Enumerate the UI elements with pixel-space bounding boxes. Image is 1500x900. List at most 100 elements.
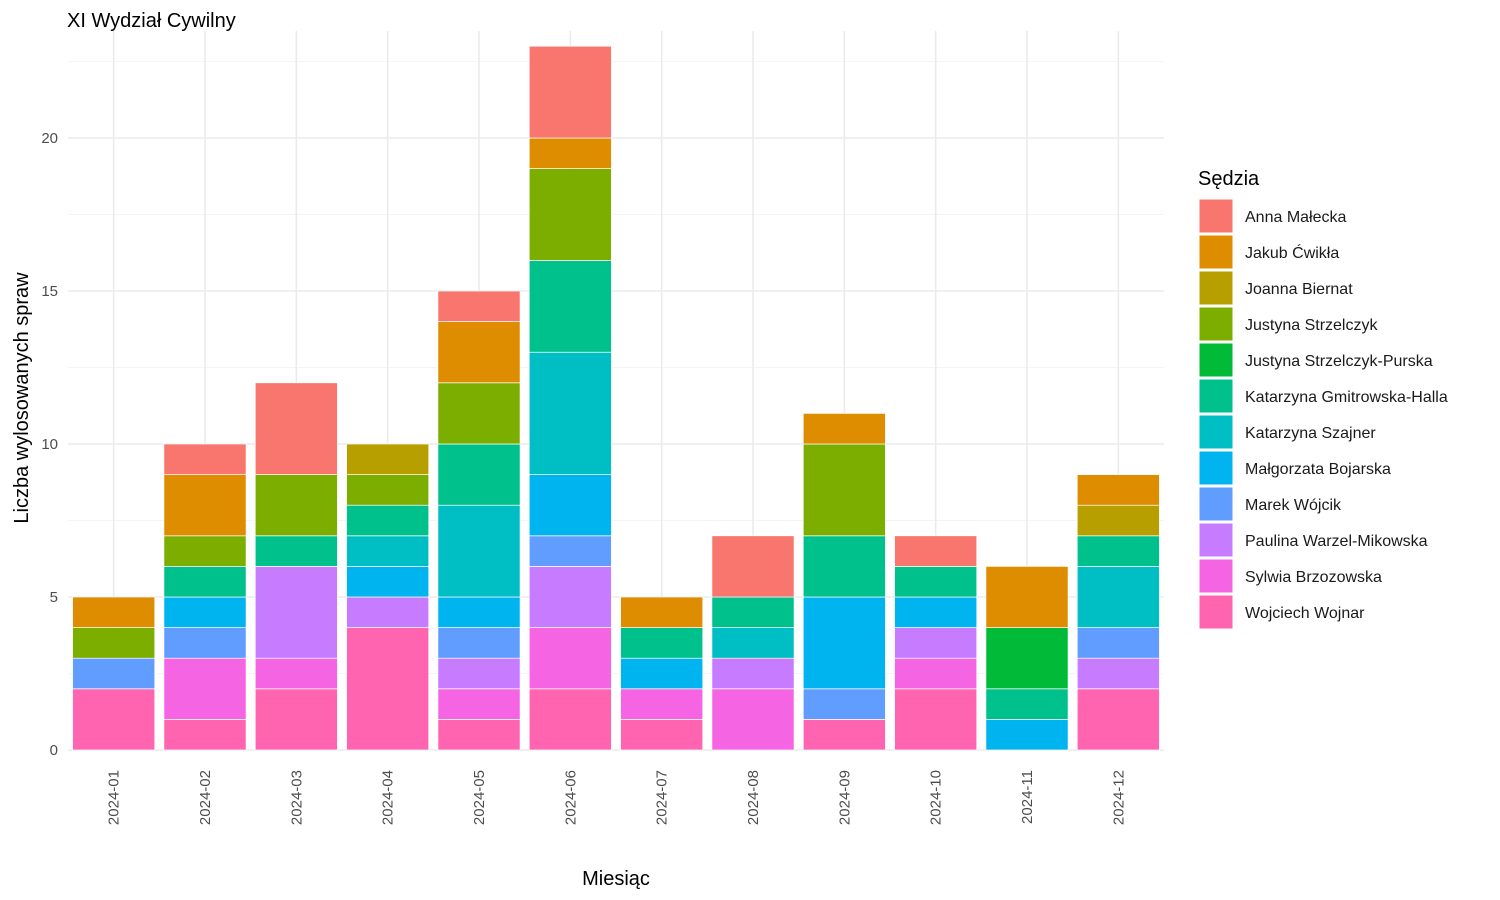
bar-segment: Wojciech Wojnar: 1 (802, 719, 886, 751)
bar-segment: Anna Małecka: 3 (528, 45, 612, 139)
bar-segment: Paulina Warzel-Mikowska: 3 (254, 566, 338, 659)
bar-segment: Justyna Strzelczyk: 1 (72, 627, 156, 659)
legend-title: Sędzia (1198, 168, 1260, 190)
x-tick-label: 2024-01 (106, 770, 123, 825)
bar-segment: Sylwia Brzozowska: 1 (894, 657, 978, 690)
bar-segment: Katarzyna Szajner: 3 (437, 504, 521, 598)
bar-segment: Małgorzata Bojarska: 1 (985, 719, 1069, 751)
y-axis-title: Liczba wylosowanych spraw (11, 272, 33, 524)
bar-segment: Małgorzata Bojarska: 2 (528, 474, 612, 537)
legend-key (1198, 594, 1234, 630)
x-tick-label: 2024-06 (562, 770, 579, 825)
y-tick-label: 15 (41, 283, 58, 300)
x-tick-label: 2024-11 (1019, 770, 1036, 824)
legend-label: Katarzyna Szajner (1245, 425, 1376, 442)
bar-segment: Sylwia Brzozowska: 2 (711, 688, 795, 751)
bar-segment: Katarzyna Szajner: 4 (528, 351, 612, 475)
legend-label: Joanna Biernat (1245, 281, 1353, 298)
bar-segment: Jakub Ćwikła: 2 (437, 321, 521, 384)
bar-segment: Anna Małecka: 1 (437, 290, 521, 322)
legend-label: Sylwia Brzozowska (1245, 569, 1382, 586)
legend-label: Jakub Ćwikła (1245, 243, 1339, 262)
bar-segment: Małgorzata Bojarska: 1 (163, 596, 247, 628)
bar-segment: Katarzyna Gmitrowska-Halla: 1 (985, 688, 1069, 720)
legend-key (1198, 522, 1234, 558)
bar-segment: Anna Małecka: 2 (711, 535, 795, 598)
y-tick-label: 10 (41, 436, 58, 453)
bar-segment: Justyna Strzelczyk: 2 (437, 382, 521, 445)
bar-segment: Wojciech Wojnar: 2 (1076, 688, 1160, 751)
legend-label: Wojciech Wojnar (1245, 605, 1365, 622)
legend-label: Małgorzata Bojarska (1245, 461, 1391, 478)
bar-segment: Jakub Ćwikła: 1 (528, 137, 612, 169)
legend-key (1198, 306, 1234, 342)
bar-segment: Sylwia Brzozowska: 1 (620, 688, 704, 720)
legend-key (1198, 378, 1234, 414)
bar-segment: Justyna Strzelczyk: 2 (254, 474, 338, 537)
bar-segment: Marek Wójcik: 1 (528, 535, 612, 567)
legend-label: Justyna Strzelczyk (1245, 317, 1378, 334)
bar-segment: Paulina Warzel-Mikowska: 1 (346, 596, 430, 628)
legend-label: Justyna Strzelczyk-Purska (1245, 353, 1433, 370)
bar-segment: Joanna Biernat: 1 (1076, 504, 1160, 537)
legend-key (1198, 414, 1234, 450)
bar-segment: Anna Małecka: 3 (254, 382, 338, 475)
legend-key (1198, 558, 1234, 594)
x-tick-label: 2024-09 (836, 770, 853, 825)
bar-segment: Jakub Ćwikła: 1 (620, 596, 704, 628)
legend-key (1198, 198, 1234, 234)
bar-segment: Justyna Strzelczyk: 3 (802, 443, 886, 537)
bar-segment: Katarzyna Gmitrowska-Halla: 2 (802, 535, 886, 598)
legend-label: Katarzyna Gmitrowska-Halla (1245, 389, 1448, 406)
bar-segment: Wojciech Wojnar: 1 (437, 719, 521, 751)
bar-segment: Jakub Ćwikła: 2 (163, 474, 247, 537)
bar-segment: Małgorzata Bojarska: 1 (437, 596, 521, 628)
bar-segment: Małgorzata Bojarska: 1 (620, 657, 704, 690)
bar-segment: Marek Wójcik: 1 (72, 657, 156, 690)
bar-segment: Wojciech Wojnar: 2 (72, 688, 156, 751)
legend-label: Anna Małecka (1245, 209, 1346, 226)
legend-key (1198, 486, 1234, 522)
bar-segment: Anna Małecka: 1 (894, 535, 978, 567)
bar-segment: Katarzyna Gmitrowska-Halla: 1 (1076, 535, 1160, 567)
x-tick-label: 2024-04 (380, 770, 397, 825)
bar-segment: Marek Wójcik: 1 (1076, 627, 1160, 659)
x-tick-label: 2024-10 (928, 770, 945, 825)
bar-segment: Katarzyna Szajner: 1 (346, 535, 430, 567)
bar-segment: Wojciech Wojnar: 2 (254, 688, 338, 751)
x-tick-label: 2024-05 (471, 770, 488, 825)
bar-segment: Wojciech Wojnar: 4 (346, 627, 430, 751)
bar-segment: Katarzyna Gmitrowska-Halla: 3 (528, 260, 612, 353)
bar-segment: Paulina Warzel-Mikowska: 1 (1076, 657, 1160, 690)
bar-segment: Anna Małecka: 1 (163, 443, 247, 475)
y-tick-label: 20 (41, 130, 58, 147)
bar-segment: Marek Wójcik: 1 (437, 627, 521, 659)
y-axis-ticks: 0 5 10 15 20 (41, 130, 58, 759)
bar-segment: Katarzyna Szajner: 2 (1076, 566, 1160, 628)
bar-segment: Paulina Warzel-Mikowska: 1 (711, 657, 795, 690)
chart-title: XI Wydział Cywilny (67, 10, 236, 32)
legend-key (1198, 270, 1234, 306)
legend: Sędzia Anna Małecka Jakub Ćwikła Joanna Bi… (1198, 168, 1448, 630)
bar-segment: Katarzyna Gmitrowska-Halla: 1 (254, 535, 338, 567)
bar-segment: Joanna Biernat: 1 (346, 443, 430, 475)
bar-segment: Katarzyna Szajner: 1 (711, 627, 795, 659)
legend-key (1198, 234, 1234, 270)
bar-segment: Jakub Ćwikła: 1 (802, 413, 886, 445)
bar-segment: Justyna Strzelczyk: 1 (163, 535, 247, 567)
legend-label: Paulina Warzel-Mikowska (1245, 533, 1428, 550)
bar-segment: Justyna Strzelczyk: 3 (528, 168, 612, 261)
bar-segment: Katarzyna Gmitrowska-Halla: 1 (620, 627, 704, 659)
x-axis-title: Miesiąc (582, 868, 650, 890)
bar-segment: Jakub Ćwikła: 1 (1076, 474, 1160, 506)
bar-segment: Wojciech Wojnar: 1 (620, 719, 704, 751)
legend-key (1198, 342, 1234, 378)
x-tick-label: 2024-03 (288, 770, 305, 825)
x-tick-label: 2024-12 (1110, 770, 1127, 825)
bar-segment: Justyna Strzelczyk: 1 (346, 474, 430, 506)
bar-segment: Jakub Ćwikła: 2 (985, 566, 1069, 628)
x-tick-label: 2024-08 (745, 770, 762, 825)
legend-key (1198, 450, 1234, 486)
